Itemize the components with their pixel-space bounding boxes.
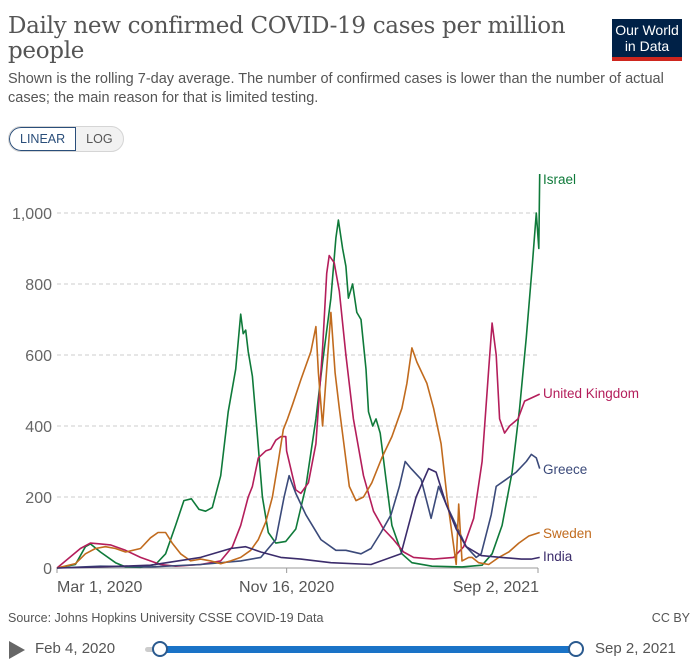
scale-toggle: LINEAR LOG <box>8 126 124 152</box>
timeline-end-handle[interactable] <box>568 641 584 657</box>
series-label-india[interactable]: India <box>543 549 573 564</box>
y-tick-label: 1,000 <box>12 206 52 223</box>
x-tick-label: Mar 1, 2020 <box>57 579 142 596</box>
series-lines <box>56 173 541 569</box>
timeline-start-handle[interactable] <box>152 641 168 657</box>
timeline-selected-range[interactable] <box>158 646 576 653</box>
timeline: Feb 4, 2020 Sep 2, 2021 <box>0 636 700 664</box>
linear-scale-button[interactable]: LINEAR <box>9 127 77 151</box>
series-label-greece[interactable]: Greece <box>543 462 587 477</box>
y-tick-label: 0 <box>43 561 52 578</box>
series-label-israel[interactable]: Israel <box>543 172 576 187</box>
chart-title: Daily new confirmed COVID-19 cases per m… <box>8 13 566 64</box>
series-label-sweden[interactable]: Sweden <box>543 526 592 541</box>
y-axis: 0 200 400 600 800 1,000 <box>12 206 52 578</box>
series-line-india[interactable] <box>56 467 540 569</box>
logo-line-1: Our World <box>615 22 679 38</box>
y-tick-label: 400 <box>25 419 52 436</box>
chart-subtitle: Shown is the rolling 7-day average. The … <box>8 71 664 106</box>
y-tick-label: 200 <box>25 490 52 507</box>
timeline-start-date: Feb 4, 2020 <box>35 640 116 657</box>
log-scale-button[interactable]: LOG <box>76 127 122 151</box>
x-axis: Mar 1, 2020 Nov 16, 2020 Sep 2, 2021 <box>56 567 539 596</box>
series-line-greece[interactable] <box>56 453 541 569</box>
x-tick-label: Nov 16, 2020 <box>239 579 334 596</box>
source-note[interactable]: Source: Johns Hopkins University CSSE CO… <box>8 611 324 625</box>
series-label-united-kingdom[interactable]: United Kingdom <box>543 386 639 401</box>
license-link[interactable]: CC BY <box>651 611 690 625</box>
y-tick-label: 600 <box>25 348 52 365</box>
play-icon[interactable] <box>9 641 25 659</box>
owid-logo[interactable]: Our World in Data <box>612 19 682 61</box>
x-tick-label: Sep 2, 2021 <box>453 579 539 596</box>
gridlines <box>57 212 538 498</box>
series-line-sweden[interactable] <box>56 311 540 569</box>
y-tick-label: 800 <box>25 277 52 294</box>
timeline-end-date: Sep 2, 2021 <box>595 640 676 657</box>
logo-line-2: in Data <box>624 38 670 54</box>
series-labels: Israel United Kingdom Greece Sweden India <box>543 172 639 564</box>
series-line-israel[interactable] <box>56 173 541 569</box>
line-chart: 0 200 400 600 800 1,000 Mar 1, 2020 Nov 16, 20… <box>12 172 639 596</box>
